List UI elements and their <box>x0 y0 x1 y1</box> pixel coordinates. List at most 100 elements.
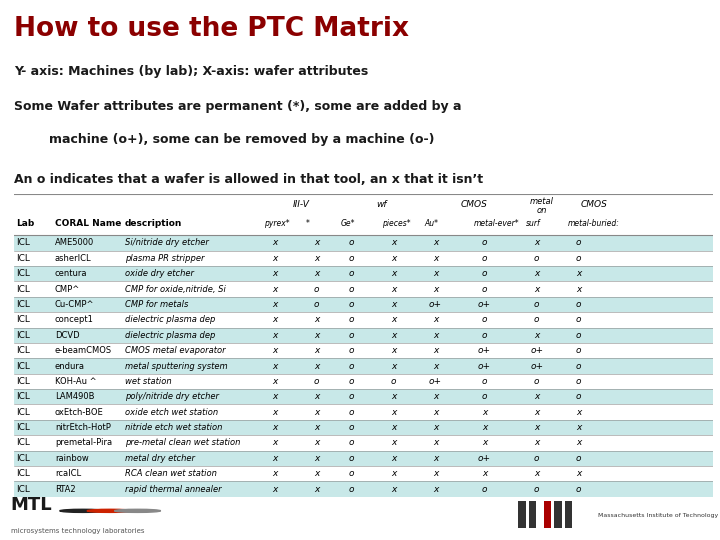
Text: o: o <box>349 423 354 432</box>
Text: o+: o+ <box>478 300 491 309</box>
Text: o: o <box>349 438 354 448</box>
Text: o: o <box>534 377 539 386</box>
Text: x: x <box>391 423 396 432</box>
Text: o: o <box>349 315 354 325</box>
Text: x: x <box>391 300 396 309</box>
Text: x: x <box>272 254 278 263</box>
Text: III-V: III-V <box>292 200 309 209</box>
Text: x: x <box>391 330 396 340</box>
Text: x: x <box>482 423 487 432</box>
Text: nitride etch wet station: nitride etch wet station <box>125 423 222 432</box>
Text: x: x <box>433 315 438 325</box>
Text: o+: o+ <box>478 361 491 370</box>
Text: o: o <box>576 392 582 401</box>
Text: o: o <box>576 377 582 386</box>
Text: o: o <box>391 377 397 386</box>
Text: o: o <box>534 300 539 309</box>
Text: x: x <box>391 239 396 247</box>
Text: CMOS metal evaporator: CMOS metal evaporator <box>125 346 225 355</box>
Text: x: x <box>534 239 539 247</box>
Text: x: x <box>534 423 539 432</box>
Text: o+: o+ <box>531 346 544 355</box>
Bar <box>529 501 536 528</box>
Text: poly/nitride dry etcher: poly/nitride dry etcher <box>125 392 219 401</box>
Text: o: o <box>576 454 582 463</box>
Text: x: x <box>576 469 581 478</box>
Text: x: x <box>314 438 320 448</box>
Text: o: o <box>482 392 487 401</box>
Text: o: o <box>349 300 354 309</box>
Text: x: x <box>272 315 278 325</box>
Bar <box>14 420 713 435</box>
Bar <box>14 297 713 312</box>
Text: DCVD: DCVD <box>55 330 79 340</box>
Text: metal: metal <box>530 198 554 206</box>
Text: x: x <box>433 408 438 417</box>
Text: x: x <box>272 408 278 417</box>
Text: x: x <box>314 315 320 325</box>
Bar <box>14 266 713 281</box>
Text: o: o <box>482 269 487 278</box>
Text: Si/nitride dry etcher: Si/nitride dry etcher <box>125 239 209 247</box>
Text: CORAL Name: CORAL Name <box>55 219 121 228</box>
Text: x: x <box>534 408 539 417</box>
Text: oxide etch wet station: oxide etch wet station <box>125 408 218 417</box>
Text: o: o <box>576 315 582 325</box>
Text: pyrex*: pyrex* <box>264 219 289 228</box>
Text: machine (o+), some can be removed by a machine (o-): machine (o+), some can be removed by a m… <box>14 133 435 146</box>
Text: x: x <box>391 285 396 294</box>
Text: x: x <box>272 377 278 386</box>
Text: o+: o+ <box>429 300 442 309</box>
Text: x: x <box>272 469 278 478</box>
Text: o: o <box>349 377 354 386</box>
Circle shape <box>87 509 133 512</box>
Text: metal dry etcher: metal dry etcher <box>125 454 194 463</box>
Text: o: o <box>349 392 354 401</box>
Text: o+: o+ <box>478 454 491 463</box>
Text: centura: centura <box>55 269 87 278</box>
Text: ICL: ICL <box>17 315 30 325</box>
Text: x: x <box>314 408 320 417</box>
Text: x: x <box>391 484 396 494</box>
Text: ICL: ICL <box>17 469 30 478</box>
Text: ICL: ICL <box>17 484 30 494</box>
Bar <box>14 389 713 404</box>
Text: dielectric plasma dep: dielectric plasma dep <box>125 315 215 325</box>
Text: Lab: Lab <box>17 219 35 228</box>
Text: on: on <box>536 206 547 215</box>
Text: x: x <box>391 315 396 325</box>
Text: LAM490B: LAM490B <box>55 392 94 401</box>
Text: oxide dry etcher: oxide dry etcher <box>125 269 194 278</box>
Text: x: x <box>272 438 278 448</box>
Text: ICL: ICL <box>17 269 30 278</box>
Text: o: o <box>482 330 487 340</box>
Text: x: x <box>576 285 581 294</box>
Text: o: o <box>576 330 582 340</box>
Text: metal-buried:: metal-buried: <box>567 219 619 228</box>
Text: o: o <box>576 484 582 494</box>
Text: ICL: ICL <box>17 330 30 340</box>
Text: pieces*: pieces* <box>382 219 411 228</box>
Text: x: x <box>391 392 396 401</box>
Text: ICL: ICL <box>17 423 30 432</box>
Text: dielectric plasma dep: dielectric plasma dep <box>125 330 215 340</box>
Text: metal-ever*: metal-ever* <box>473 219 519 228</box>
Text: ICL: ICL <box>17 239 30 247</box>
Text: o: o <box>534 484 539 494</box>
Bar <box>14 251 713 266</box>
Text: CMP for oxide,nitride, Si: CMP for oxide,nitride, Si <box>125 285 225 294</box>
Text: x: x <box>391 269 396 278</box>
Text: rapid thermal annealer: rapid thermal annealer <box>125 484 221 494</box>
Bar <box>14 374 713 389</box>
Text: x: x <box>314 454 320 463</box>
Text: Some Wafer attributes are permanent (*), some are added by a: Some Wafer attributes are permanent (*),… <box>14 100 462 113</box>
Text: microsystems technology laboratories: microsystems technology laboratories <box>11 528 144 534</box>
Text: x: x <box>272 330 278 340</box>
Text: o: o <box>349 330 354 340</box>
Text: x: x <box>534 469 539 478</box>
Text: x: x <box>433 392 438 401</box>
Text: x: x <box>576 423 581 432</box>
Text: ICL: ICL <box>17 408 30 417</box>
Text: asherICL: asherICL <box>55 254 91 263</box>
Text: endura: endura <box>55 361 85 370</box>
